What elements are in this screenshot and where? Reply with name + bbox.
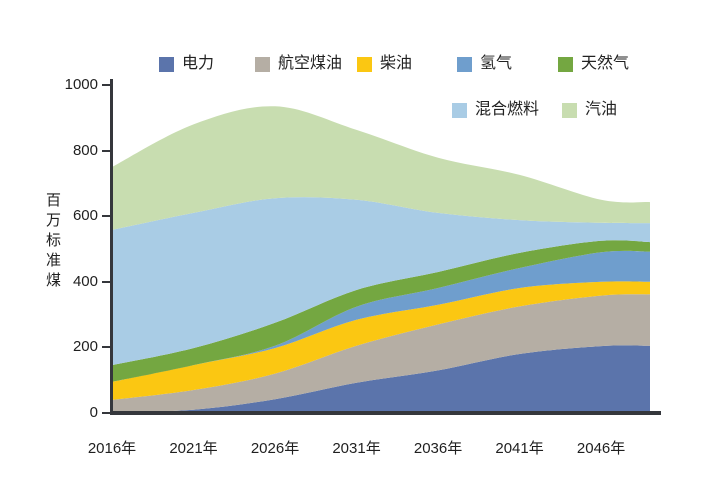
legend-swatch bbox=[457, 56, 472, 72]
legend-label: 航空煤油 bbox=[278, 55, 343, 72]
y-axis-line bbox=[110, 79, 113, 414]
legend-label: 氢气 bbox=[480, 55, 513, 72]
legend-item: 电力 bbox=[159, 56, 214, 72]
legend-item: 天然气 bbox=[558, 56, 629, 72]
legend-swatch bbox=[357, 56, 372, 72]
legend-swatch bbox=[159, 56, 174, 72]
y-tick-mark bbox=[102, 149, 111, 152]
legend-swatch bbox=[562, 102, 577, 118]
legend-swatch bbox=[255, 56, 270, 72]
y-tick-mark bbox=[102, 84, 111, 86]
area-series-2 bbox=[112, 281, 650, 400]
y-tick-mark bbox=[102, 280, 111, 283]
legend-item: 汽油 bbox=[562, 102, 617, 118]
area-series-4 bbox=[112, 240, 650, 382]
x-tick-label: 2036年 bbox=[413, 440, 463, 457]
y-tick-label: 0 bbox=[89, 404, 98, 421]
legend-item: 柴油 bbox=[357, 56, 412, 72]
y-tick-label: 200 bbox=[72, 338, 98, 356]
y-tick-label: 800 bbox=[72, 141, 98, 159]
y-tick-mark bbox=[102, 412, 111, 414]
area-series-3 bbox=[112, 250, 650, 382]
legend-swatch bbox=[452, 102, 467, 118]
legend-label: 汽油 bbox=[585, 101, 618, 118]
x-axis-line bbox=[110, 411, 661, 415]
y-tick-mark bbox=[102, 346, 111, 349]
legend-item: 混合燃料 bbox=[452, 102, 539, 118]
area-series-1 bbox=[112, 294, 650, 413]
legend-item: 氢气 bbox=[457, 56, 512, 72]
x-tick-label: 2046年 bbox=[576, 440, 626, 457]
legend-label: 天然气 bbox=[581, 55, 630, 72]
x-tick-label: 2021年 bbox=[169, 440, 218, 457]
legend-swatch bbox=[558, 56, 573, 72]
legend-label: 电力 bbox=[182, 55, 215, 72]
x-tick-label: 2026年 bbox=[250, 440, 300, 457]
x-tick-label: 2041年 bbox=[495, 440, 544, 457]
y-tick-label: 1000 bbox=[64, 76, 98, 93]
y-tick-label: 600 bbox=[72, 207, 98, 225]
y-axis-label: 百万标准煤 bbox=[44, 192, 61, 292]
area-series-6 bbox=[112, 106, 650, 230]
x-tick-label: 2031年 bbox=[332, 440, 381, 457]
legend-label: 混合燃料 bbox=[475, 101, 540, 118]
legend-item: 航空煤油 bbox=[255, 56, 342, 72]
area-series-5 bbox=[112, 197, 650, 366]
y-tick-mark bbox=[102, 215, 111, 218]
area-series-0 bbox=[112, 345, 650, 413]
legend-label: 柴油 bbox=[380, 55, 413, 72]
x-tick-label: 2016年 bbox=[87, 440, 137, 457]
y-tick-label: 400 bbox=[72, 272, 98, 290]
